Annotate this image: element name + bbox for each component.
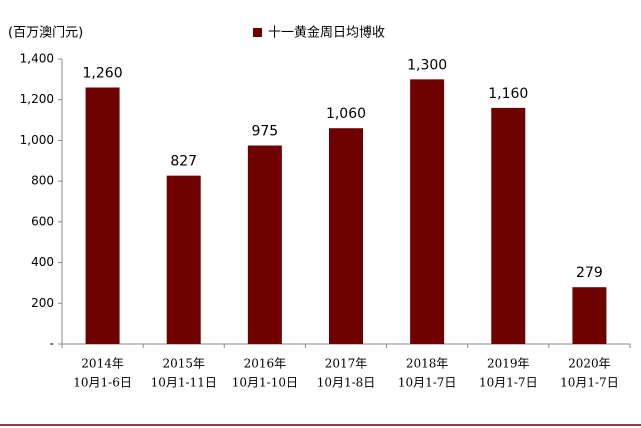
value-label: 1,160: [488, 86, 528, 102]
bar: [247, 145, 282, 344]
legend-swatch: [253, 28, 262, 37]
x-tick-label: 2014年: [81, 357, 124, 371]
y-tick-label: 600: [31, 214, 54, 228]
y-axis-label: (百万澳门元): [8, 25, 83, 41]
bar: [85, 87, 120, 344]
bar: [410, 79, 445, 344]
x-tick-label: 2015年: [162, 357, 205, 371]
y-tick-label: 1,200: [20, 92, 54, 106]
y-tick-label: 1,400: [20, 52, 54, 66]
x-tick-label: 10月1-8日: [317, 376, 376, 390]
value-label: 827: [170, 154, 197, 170]
x-tick-label: 10月1-7日: [398, 376, 457, 390]
value-label: 975: [251, 124, 278, 140]
y-tick-label: 1,000: [20, 133, 54, 147]
y-tick-label: 400: [31, 255, 54, 269]
value-label: 1,260: [83, 66, 123, 82]
x-tick-label: 10月1-11日: [151, 376, 217, 390]
value-label: 1,060: [326, 106, 366, 122]
y-tick-label: 200: [31, 296, 54, 310]
x-tick-label: 2017年: [325, 357, 368, 371]
bar: [166, 175, 201, 344]
value-label: 279: [576, 265, 603, 281]
legend-label: 十一黄金周日均博收: [268, 25, 385, 41]
y-tick-label: -: [50, 337, 54, 351]
x-tick-label: 10月1-7日: [479, 376, 538, 390]
x-tick-label: 2020年: [568, 357, 611, 371]
x-tick-label: 2019年: [487, 357, 530, 371]
bar: [491, 107, 526, 344]
value-label: 1,300: [407, 57, 447, 73]
x-tick-label: 2016年: [244, 357, 287, 371]
x-tick-label: 10月1-7日: [560, 376, 619, 390]
y-tick-label: 800: [31, 174, 54, 188]
x-tick-label: 2018年: [406, 357, 449, 371]
x-tick-label: 10月1-6日: [73, 376, 132, 390]
x-tick-label: 10月1-10日: [232, 376, 298, 390]
bar: [329, 128, 363, 344]
bar: [572, 287, 607, 344]
